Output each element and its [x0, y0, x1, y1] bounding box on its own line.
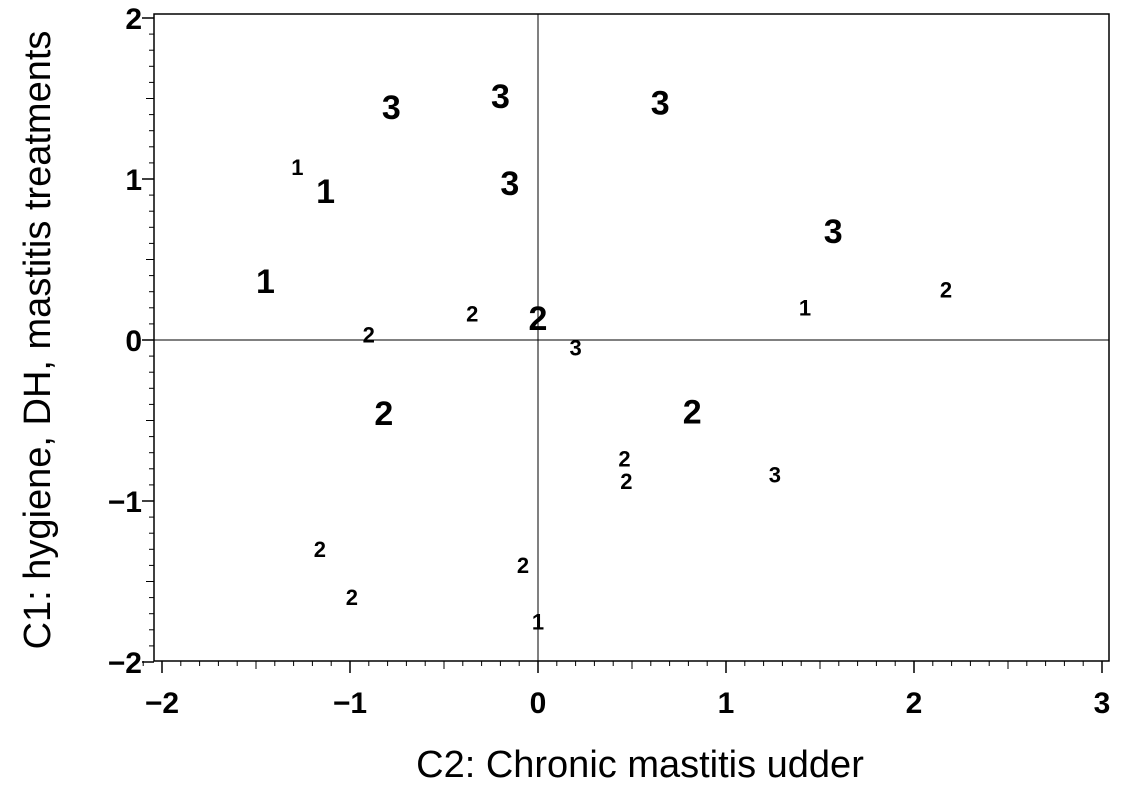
data-point: 3: [491, 78, 510, 116]
x-axis: −2 −1 0 1 2 3: [142, 661, 1111, 720]
reference-lines: [154, 14, 1109, 661]
data-point: 1: [291, 155, 303, 180]
data-point: 2: [374, 395, 393, 433]
data-point: 3: [824, 213, 843, 251]
data-point: 3: [569, 336, 581, 361]
data-point: 1: [256, 263, 275, 301]
data-point: 3: [769, 463, 781, 488]
data-point: 2: [618, 447, 630, 472]
data-point: 2: [683, 393, 702, 431]
data-point: 3: [500, 165, 519, 203]
data-point: 2: [620, 469, 632, 494]
data-point: 2: [940, 278, 952, 303]
data-point: 2: [363, 323, 375, 348]
x-tick-label: −2: [145, 687, 179, 720]
y-tick-label: 1: [125, 164, 142, 197]
data-point: 2: [466, 302, 478, 327]
x-axis-title: C2: Chronic mastitis udder: [416, 744, 864, 786]
data-point: 2: [314, 537, 326, 562]
y-tick-label: 2: [125, 3, 142, 36]
plot-frame: [153, 13, 1110, 662]
data-point: 1: [532, 609, 544, 634]
data-point: 2: [517, 553, 529, 578]
x-tick-label: 2: [906, 687, 923, 720]
x-tick-label: 1: [718, 687, 735, 720]
data-point: 3: [651, 84, 670, 122]
y-axis: −2 −1 0 1 2: [108, 3, 154, 680]
data-point: 3: [382, 89, 401, 127]
y-tick-label: −2: [108, 647, 142, 680]
y-tick-label: 0: [125, 325, 142, 358]
x-tick-label: −1: [333, 687, 367, 720]
data-point: 1: [316, 173, 335, 211]
data-point: 2: [346, 585, 358, 610]
x-tick-label: 3: [1094, 687, 1111, 720]
y-axis-title: C1: hygiene, DH, mastitis treatments: [17, 31, 59, 650]
y-tick-label: −1: [108, 486, 142, 519]
data-point: 2: [529, 300, 548, 338]
x-tick-label: 0: [530, 687, 547, 720]
data-point: 1: [799, 295, 811, 320]
